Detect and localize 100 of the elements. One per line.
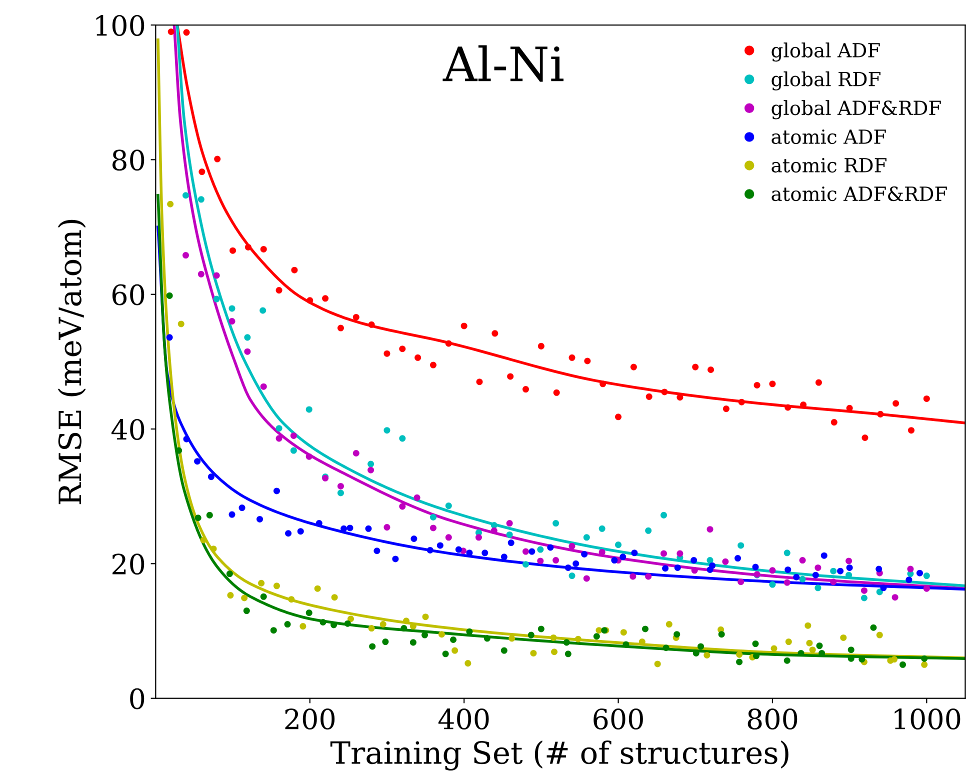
point (168, 28, 174, 36)
point (662, 565, 669, 572)
point (475, 534, 482, 541)
point (583, 575, 590, 582)
point (522, 548, 530, 555)
point (816, 642, 823, 650)
x-axis-title: Training Set (# of structures) (330, 740, 788, 770)
point (476, 378, 483, 386)
point (194, 458, 201, 465)
point (615, 414, 622, 420)
point (320, 618, 326, 626)
point (563, 639, 570, 646)
point (400, 625, 408, 632)
point (846, 564, 853, 571)
point (430, 514, 436, 520)
point (300, 623, 306, 630)
point (368, 466, 374, 474)
point (438, 631, 445, 638)
x-tick-label: 200 (285, 708, 335, 730)
point (892, 594, 898, 601)
point (346, 524, 354, 532)
point (368, 321, 375, 328)
point (368, 460, 374, 468)
point (422, 614, 429, 620)
point (553, 389, 560, 396)
point (399, 503, 406, 510)
point (414, 354, 422, 361)
point (421, 632, 428, 638)
y-tick-label: 80 (112, 150, 144, 171)
point (244, 334, 251, 341)
point (288, 596, 295, 603)
point (260, 246, 267, 252)
point (392, 556, 399, 562)
point (344, 620, 351, 627)
point (507, 373, 514, 380)
point (550, 634, 557, 641)
point (528, 548, 536, 555)
point (260, 593, 267, 600)
point (907, 566, 914, 572)
x-tick-label: 400 (438, 708, 489, 730)
point (676, 550, 684, 557)
point (564, 564, 572, 571)
point (306, 453, 312, 460)
point (291, 266, 298, 274)
point (752, 640, 759, 648)
point (256, 516, 264, 522)
point (306, 406, 312, 413)
point (213, 296, 220, 302)
y-axis-title: RMSE (meV/atom) (58, 220, 86, 504)
point (260, 307, 266, 314)
point (500, 647, 508, 654)
point (769, 567, 776, 574)
legend-label: atomic RDF (772, 158, 886, 173)
point (399, 346, 406, 352)
point (290, 432, 297, 439)
point (384, 350, 390, 357)
point (620, 629, 627, 636)
point (538, 626, 544, 632)
point (784, 657, 790, 664)
point (630, 364, 637, 370)
point (227, 592, 234, 599)
point (815, 379, 822, 386)
point (784, 566, 792, 573)
point (384, 524, 390, 531)
point (574, 636, 582, 642)
point (206, 512, 213, 518)
point (530, 650, 537, 656)
point (552, 520, 560, 527)
point (452, 647, 458, 654)
point (337, 490, 344, 496)
point (314, 585, 321, 592)
point (923, 572, 930, 580)
point (374, 548, 380, 554)
point (306, 610, 312, 616)
point (226, 570, 233, 578)
point (814, 584, 822, 592)
point (365, 525, 372, 532)
point (654, 660, 661, 668)
point (210, 546, 217, 552)
legend-label: global RDF (772, 71, 880, 90)
point (276, 425, 282, 432)
point (568, 354, 576, 361)
y-tick-label: 20 (112, 554, 144, 575)
point (785, 638, 792, 646)
point (198, 270, 204, 278)
chart-title: Al-Ni (442, 45, 564, 82)
point (877, 410, 884, 418)
point (709, 562, 716, 569)
point (167, 200, 174, 208)
point (770, 645, 778, 652)
point (568, 572, 576, 580)
point (352, 314, 360, 320)
point (384, 427, 390, 434)
point (862, 434, 868, 442)
point (722, 558, 729, 565)
point (466, 628, 473, 635)
point (436, 542, 444, 549)
point (258, 580, 265, 586)
point (214, 156, 221, 162)
point (492, 330, 498, 337)
